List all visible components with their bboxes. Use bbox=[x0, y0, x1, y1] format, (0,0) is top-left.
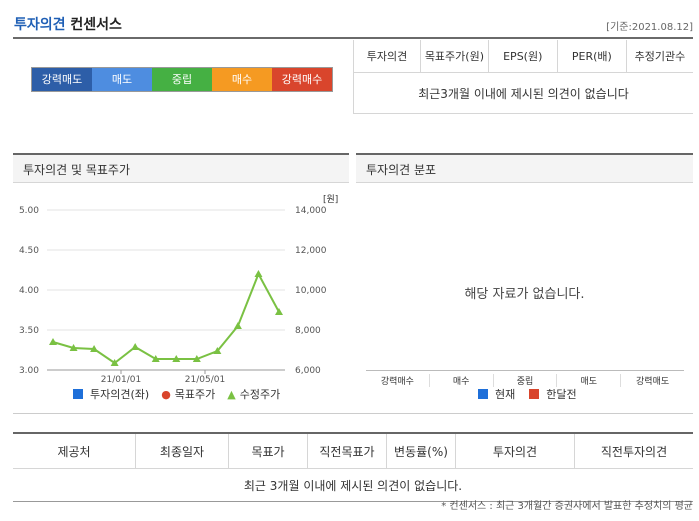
footnote: * 컨센서스 : 최근 3개월간 증권사에서 발표한 추정치의 평균 bbox=[441, 501, 693, 512]
col-eps: EPS(원) bbox=[488, 40, 558, 73]
dist-cat-strong-buy: 강력매수 bbox=[380, 377, 414, 387]
opinion-buy: 매수 bbox=[212, 68, 272, 91]
col-change-rate: 변동률(%) bbox=[386, 432, 456, 469]
col-target-price: 목표주가(원) bbox=[420, 40, 489, 73]
dist-empty-message: 해당 자료가 없습니다. bbox=[464, 287, 585, 302]
y-right-tick-label: 14,000 bbox=[295, 206, 327, 216]
legend-price: 수정주가 bbox=[239, 388, 281, 401]
col-prev-opinion: 직전투자의견 bbox=[574, 432, 693, 469]
price-point bbox=[110, 359, 119, 366]
price-point bbox=[131, 343, 140, 350]
y-left-tick-label: 5.00 bbox=[19, 206, 39, 216]
chart-legend: 투자의견(좌) ● 목표주가 ▲ 수정주가 bbox=[73, 386, 280, 402]
y-right-tick-label: 10,000 bbox=[295, 286, 327, 296]
legend-opinion-swatch bbox=[73, 389, 83, 399]
legend-month-ago-swatch bbox=[529, 389, 540, 399]
dist-cat-neutral: 중립 bbox=[492, 374, 557, 387]
dist-panel-header: 투자의견 분포 bbox=[356, 153, 693, 183]
broker-empty-message: 최근 3개월 이내에 제시된 의견이 없습니다. bbox=[13, 468, 693, 502]
y-left-tick-label: 3.50 bbox=[19, 326, 39, 336]
price-point bbox=[172, 355, 181, 362]
chart-panel-header: 투자의견 및 목표주가 bbox=[13, 153, 349, 183]
x-tick-label: 21/05/01 bbox=[185, 375, 225, 385]
price-point bbox=[90, 345, 99, 352]
chart-unit: [원] bbox=[323, 194, 338, 205]
page-title: 투자의견 컨센서스 bbox=[14, 14, 122, 34]
x-tick-label: 21/01/01 bbox=[101, 375, 141, 385]
dist-axis bbox=[366, 370, 684, 371]
consensus-empty-message: 최근3개월 이내에 제시된 의견이 없습니다 bbox=[353, 72, 693, 114]
dist-category-labels: 강력매수 매수 중립 매도 강력매도 bbox=[366, 374, 684, 387]
price-point bbox=[69, 344, 78, 351]
dist-legend: 현재 한달전 bbox=[478, 386, 577, 402]
price-series-line bbox=[52, 271, 280, 365]
price-point bbox=[275, 308, 283, 315]
price-point bbox=[151, 355, 160, 362]
price-point bbox=[49, 338, 57, 345]
price-point bbox=[213, 347, 222, 354]
col-target: 목표가 bbox=[228, 432, 308, 469]
legend-month-ago: 한달전 bbox=[546, 388, 577, 401]
y-right-ticks: 14,000 12,000 10,000 8,000 6,000 bbox=[295, 206, 327, 376]
legend-opinion: 투자의견(좌) bbox=[90, 388, 150, 401]
col-per: PER(배) bbox=[557, 40, 627, 73]
opinion-sell: 매도 bbox=[92, 68, 152, 91]
col-prev-target: 직전목표가 bbox=[307, 432, 387, 469]
col-opinion: 투자의견 bbox=[352, 40, 422, 73]
legend-target: 목표주가 bbox=[174, 388, 216, 401]
title-highlight: 투자의견 bbox=[14, 17, 66, 33]
y-left-ticks: 5.00 4.50 4.00 3.50 3.00 bbox=[19, 206, 39, 376]
dist-cat-sell: 매도 bbox=[556, 374, 620, 387]
y-left-tick-label: 4.50 bbox=[19, 246, 39, 256]
price-point bbox=[192, 355, 201, 362]
opinion-strong-sell: 강력매도 bbox=[32, 68, 92, 91]
price-point bbox=[233, 322, 242, 329]
dist-cat-strong-sell: 강력매도 bbox=[620, 374, 684, 387]
y-left-tick-label: 3.00 bbox=[19, 366, 39, 376]
col-opinion: 투자의견 bbox=[455, 432, 575, 469]
legend-price-swatch: ▲ bbox=[227, 387, 236, 401]
broker-opinion-table: 제공처 최종일자 목표가 직전목표가 변동률(%) 투자의견 직전투자의견 최근… bbox=[13, 432, 693, 502]
dist-cat-buy: 매수 bbox=[428, 374, 493, 387]
header-divider bbox=[13, 37, 693, 39]
opinion-scale-bar: 강력매도 매도 중립 매수 강력매수 bbox=[31, 67, 333, 92]
opinion-neutral: 중립 bbox=[152, 68, 212, 91]
y-right-tick-label: 6,000 bbox=[295, 366, 321, 376]
section-divider bbox=[13, 413, 693, 414]
y-right-tick-label: 12,000 bbox=[295, 246, 327, 256]
col-estimator-count: 추정기관수 bbox=[626, 40, 693, 73]
x-ticks: 21/01/01 21/05/01 bbox=[101, 370, 225, 385]
consensus-table: 투자의견 목표주가(원) EPS(원) PER(배) 추정기관수 최근3개월 이… bbox=[352, 40, 693, 114]
opinion-price-chart: [원] 5.00 4.50 4.00 3.50 3.00 14,000 12,000 10,… bbox=[19, 194, 338, 385]
price-point bbox=[254, 270, 263, 277]
y-right-tick-label: 8,000 bbox=[295, 326, 321, 336]
legend-target-swatch: ● bbox=[161, 387, 171, 401]
legend-current: 현재 bbox=[495, 388, 516, 401]
opinion-strong-buy: 강력매수 bbox=[272, 68, 332, 91]
y-left-tick-label: 4.00 bbox=[19, 286, 39, 296]
legend-current-swatch bbox=[478, 389, 488, 399]
base-date: [기준:2021.08.12] bbox=[606, 22, 693, 33]
chart-grid bbox=[47, 209, 285, 371]
col-last-date: 최종일자 bbox=[135, 432, 229, 469]
series-layer bbox=[49, 270, 283, 366]
title-rest: 컨센서스 bbox=[70, 17, 122, 33]
col-provider: 제공처 bbox=[13, 432, 136, 469]
